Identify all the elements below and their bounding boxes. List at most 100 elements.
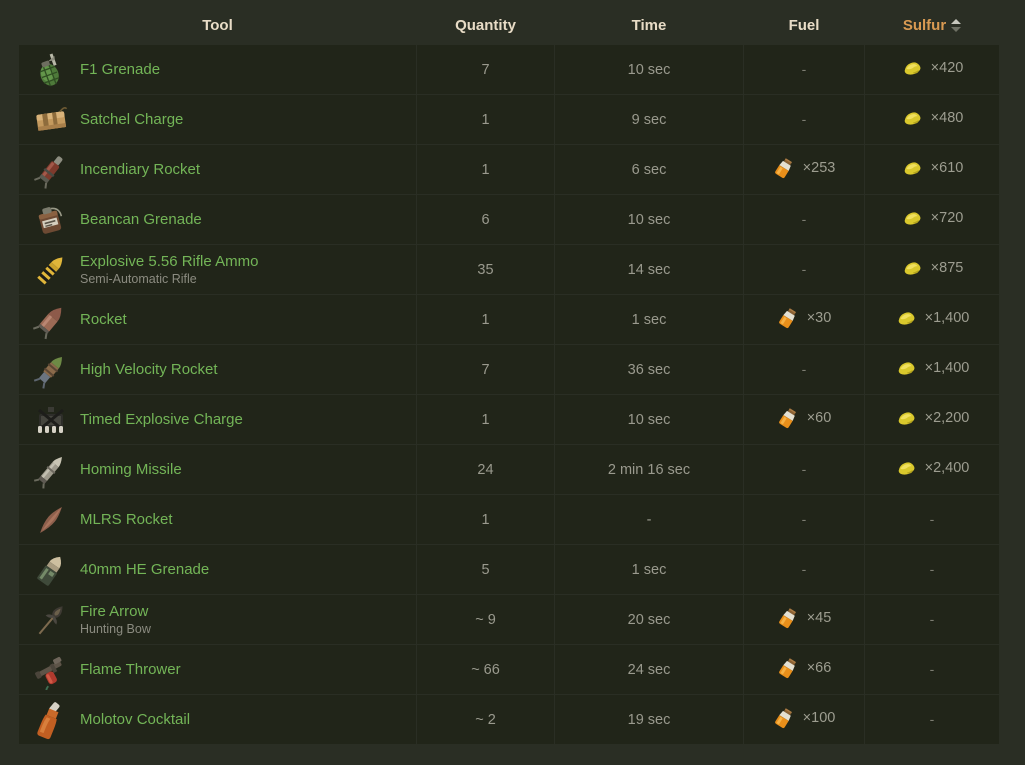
fuel-amount: ×253 bbox=[802, 159, 836, 176]
sulfur-amount: ×610 bbox=[930, 159, 964, 176]
cell-sulfur: - bbox=[865, 595, 999, 644]
tool-name-link[interactable]: MLRS Rocket bbox=[80, 510, 173, 528]
column-header-sulfur[interactable]: Sulfur bbox=[865, 11, 999, 44]
fuel-empty: - bbox=[801, 61, 807, 77]
cell-quantity: ~ 2 bbox=[417, 695, 554, 744]
timed-explosive-charge-icon bbox=[31, 400, 71, 440]
fire-arrow-icon bbox=[31, 600, 71, 640]
cell-fuel: - bbox=[744, 45, 864, 94]
rocket-icon bbox=[31, 300, 71, 340]
table-row[interactable]: MLRS Rocket 1 - - - bbox=[19, 495, 999, 544]
cell-time: 9 sec bbox=[555, 95, 743, 144]
cell-fuel: ×100 bbox=[744, 695, 864, 744]
time-value: - bbox=[646, 511, 652, 528]
fuel-icon bbox=[773, 157, 795, 179]
cell-fuel: - bbox=[744, 545, 864, 594]
cell-tool: Timed Explosive Charge bbox=[19, 395, 416, 444]
satchel-charge-icon bbox=[31, 100, 71, 140]
cell-time: 1 sec bbox=[555, 545, 743, 594]
cell-time: 1 sec bbox=[555, 295, 743, 344]
tool-name-link[interactable]: 40mm HE Grenade bbox=[80, 560, 210, 578]
time-value: 20 sec bbox=[627, 611, 671, 628]
high-velocity-rocket-icon bbox=[31, 350, 71, 390]
tool-name-link[interactable]: Molotov Cocktail bbox=[80, 710, 191, 728]
fuel-icon bbox=[777, 307, 799, 329]
cell-fuel: - bbox=[744, 495, 864, 544]
cell-time: 2 min 16 sec bbox=[555, 445, 743, 494]
cell-time: 6 sec bbox=[555, 145, 743, 194]
cell-fuel: - bbox=[744, 345, 864, 394]
cell-sulfur: ×1,400 bbox=[865, 345, 999, 394]
cell-time: 19 sec bbox=[555, 695, 743, 744]
cell-tool: Homing Missile bbox=[19, 445, 416, 494]
table-row[interactable]: Incendiary Rocket 1 6 sec ×253 ×610 bbox=[19, 145, 999, 194]
cell-fuel: - bbox=[744, 445, 864, 494]
cell-quantity: 1 bbox=[417, 395, 554, 444]
cell-tool: High Velocity Rocket bbox=[19, 345, 416, 394]
tool-subtitle: Semi-Automatic Rifle bbox=[80, 271, 197, 286]
fuel-icon bbox=[777, 607, 799, 629]
column-header-time[interactable]: Time bbox=[631, 17, 667, 34]
table-row[interactable]: Rocket 1 1 sec ×30 ×1,400 bbox=[19, 295, 999, 344]
quantity-value: 1 bbox=[481, 411, 490, 428]
raid-cost-table-container: Tool Quantity Time Fuel Sulfur F1 Grenad… bbox=[18, 10, 999, 745]
column-header-sulfur-label: Sulfur bbox=[902, 17, 947, 34]
tool-name-link[interactable]: Homing Missile bbox=[80, 460, 182, 478]
fuel-empty: - bbox=[801, 211, 807, 227]
tool-name-link[interactable]: Fire Arrow bbox=[80, 602, 149, 620]
sulfur-amount: ×1,400 bbox=[924, 309, 970, 326]
sulfur-amount: ×2,400 bbox=[924, 459, 970, 476]
sulfur-empty: - bbox=[929, 711, 935, 727]
tool-name-link[interactable]: Flame Thrower bbox=[80, 660, 181, 678]
tool-name-link[interactable]: Beancan Grenade bbox=[80, 210, 202, 228]
table-row[interactable]: High Velocity Rocket 7 36 sec - ×1,400 bbox=[19, 345, 999, 394]
cell-tool: Fire Arrow Hunting Bow bbox=[19, 595, 416, 644]
tool-name-link[interactable]: Satchel Charge bbox=[80, 110, 184, 128]
table-row[interactable]: Molotov Cocktail ~ 2 19 sec ×100 - bbox=[19, 695, 999, 744]
cell-time: 10 sec bbox=[555, 195, 743, 244]
table-row[interactable]: Beancan Grenade 6 10 sec - ×720 bbox=[19, 195, 999, 244]
cell-fuel: ×30 bbox=[744, 295, 864, 344]
cell-sulfur: - bbox=[865, 495, 999, 544]
tool-name-link[interactable]: Rocket bbox=[80, 310, 127, 328]
sulfur-icon bbox=[901, 207, 923, 229]
cell-fuel: ×45 bbox=[744, 595, 864, 644]
cell-sulfur: ×720 bbox=[865, 195, 999, 244]
tool-name-link[interactable]: High Velocity Rocket bbox=[80, 360, 218, 378]
table-row[interactable]: Flame Thrower ~ 66 24 sec ×66 - bbox=[19, 645, 999, 694]
tool-name-link[interactable]: F1 Grenade bbox=[80, 60, 161, 78]
column-header-quantity[interactable]: Quantity bbox=[455, 17, 516, 34]
table-row[interactable]: Timed Explosive Charge 1 10 sec ×60 ×2,200 bbox=[19, 395, 999, 444]
tool-name-link[interactable]: Explosive 5.56 Rifle Ammo bbox=[80, 252, 259, 270]
column-header-tool[interactable]: Tool bbox=[202, 17, 233, 34]
cell-tool: F1 Grenade bbox=[19, 45, 416, 94]
tool-name-link[interactable]: Timed Explosive Charge bbox=[80, 410, 243, 428]
table-row[interactable]: Fire Arrow Hunting Bow ~ 9 20 sec ×45 - bbox=[19, 595, 999, 644]
cell-tool: MLRS Rocket bbox=[19, 495, 416, 544]
sort-ascending-icon[interactable] bbox=[951, 19, 962, 32]
table-row[interactable]: Satchel Charge 1 9 sec - ×480 bbox=[19, 95, 999, 144]
fuel-amount: ×60 bbox=[806, 409, 832, 426]
cell-time: 14 sec bbox=[555, 245, 743, 294]
fuel-icon bbox=[777, 657, 799, 679]
quantity-value: ~ 9 bbox=[475, 611, 496, 628]
fuel-amount: ×100 bbox=[802, 709, 836, 726]
table-row[interactable]: 40mm HE Grenade 5 1 sec - - bbox=[19, 545, 999, 594]
time-value: 24 sec bbox=[627, 661, 671, 678]
tool-name-link[interactable]: Incendiary Rocket bbox=[80, 160, 201, 178]
sulfur-empty: - bbox=[929, 661, 935, 677]
cell-sulfur: ×1,400 bbox=[865, 295, 999, 344]
sulfur-empty: - bbox=[929, 511, 935, 527]
quantity-value: 5 bbox=[481, 561, 490, 578]
cell-quantity: 5 bbox=[417, 545, 554, 594]
cell-fuel: ×253 bbox=[744, 145, 864, 194]
cell-quantity: 1 bbox=[417, 295, 554, 344]
cell-time: 20 sec bbox=[555, 595, 743, 644]
column-header-fuel[interactable]: Fuel bbox=[788, 17, 820, 34]
table-row[interactable]: Homing Missile 24 2 min 16 sec - ×2,400 bbox=[19, 445, 999, 494]
fuel-empty: - bbox=[801, 111, 807, 127]
sulfur-amount: ×420 bbox=[930, 59, 964, 76]
cell-fuel: - bbox=[744, 195, 864, 244]
table-row[interactable]: F1 Grenade 7 10 sec - ×420 bbox=[19, 45, 999, 94]
table-row[interactable]: Explosive 5.56 Rifle Ammo Semi-Automatic … bbox=[19, 245, 999, 294]
